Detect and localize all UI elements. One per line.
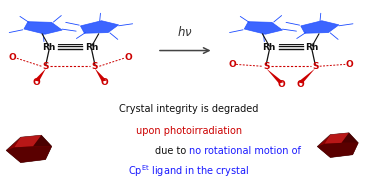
Text: O: O bbox=[228, 60, 236, 69]
Text: O: O bbox=[8, 53, 16, 62]
Polygon shape bbox=[301, 21, 339, 33]
Text: $h\nu$: $h\nu$ bbox=[177, 25, 193, 39]
Polygon shape bbox=[317, 133, 358, 158]
Text: Cp$^{\mathregular{Et}}$ ligand in the crystal: Cp$^{\mathregular{Et}}$ ligand in the cr… bbox=[128, 163, 250, 179]
Text: Crystal integrity is degraded: Crystal integrity is degraded bbox=[119, 104, 259, 114]
Text: S: S bbox=[91, 62, 98, 71]
Text: S: S bbox=[312, 62, 318, 71]
Text: O: O bbox=[125, 53, 133, 62]
Text: O: O bbox=[277, 80, 285, 89]
Text: S: S bbox=[263, 62, 270, 71]
Polygon shape bbox=[317, 143, 358, 158]
Polygon shape bbox=[34, 68, 46, 81]
Text: Rh: Rh bbox=[85, 43, 99, 52]
Text: O: O bbox=[296, 80, 304, 89]
Text: due to: due to bbox=[155, 146, 189, 156]
Polygon shape bbox=[298, 68, 315, 84]
Text: O: O bbox=[101, 78, 108, 87]
Text: Rh: Rh bbox=[305, 43, 319, 52]
Text: Rh: Rh bbox=[42, 43, 56, 52]
Polygon shape bbox=[6, 135, 52, 163]
Text: upon photoirradiation: upon photoirradiation bbox=[136, 126, 242, 136]
Text: no rotational motion of: no rotational motion of bbox=[189, 146, 301, 156]
Polygon shape bbox=[6, 146, 52, 163]
Polygon shape bbox=[341, 133, 358, 143]
Text: O: O bbox=[345, 60, 353, 69]
Polygon shape bbox=[81, 21, 119, 33]
Polygon shape bbox=[24, 22, 62, 34]
Text: O: O bbox=[33, 78, 40, 87]
Polygon shape bbox=[33, 135, 52, 146]
Polygon shape bbox=[14, 135, 41, 147]
Polygon shape bbox=[266, 68, 284, 84]
Polygon shape bbox=[325, 133, 349, 144]
Polygon shape bbox=[95, 68, 107, 81]
Polygon shape bbox=[244, 22, 282, 34]
Text: S: S bbox=[43, 62, 49, 71]
Text: Rh: Rh bbox=[263, 43, 276, 52]
